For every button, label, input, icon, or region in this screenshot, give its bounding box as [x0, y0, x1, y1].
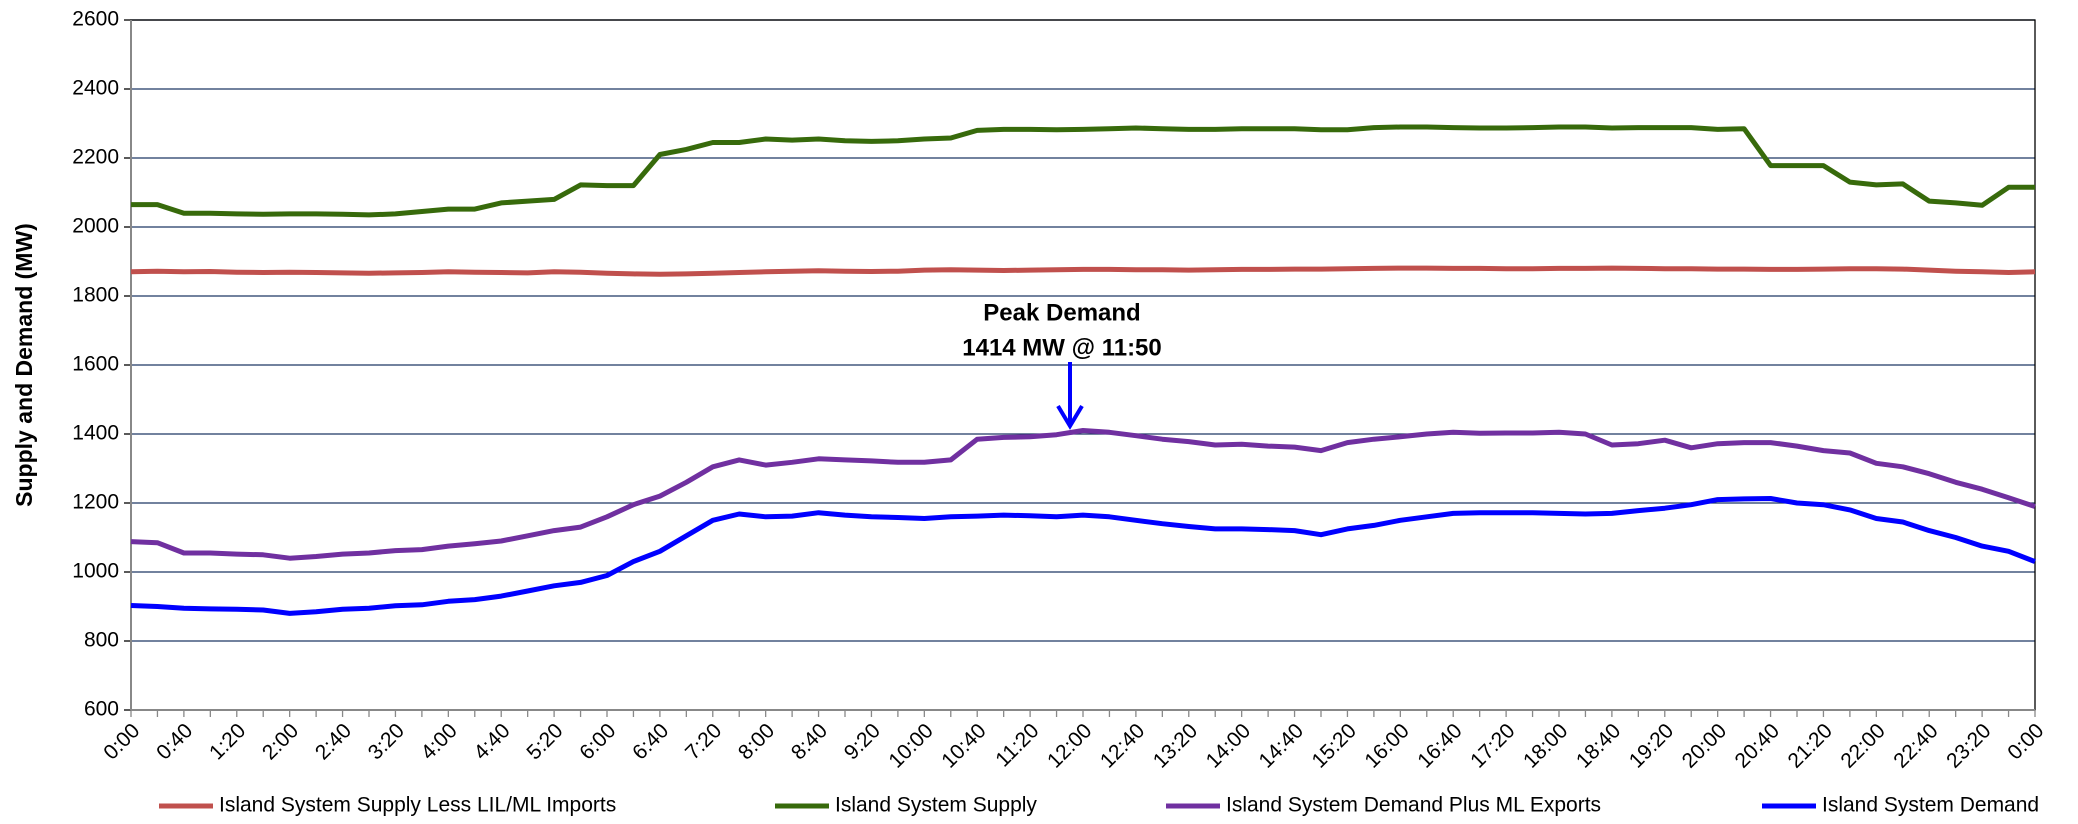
x-tick-label: 17:20 — [1466, 719, 1519, 772]
x-tick-label: 6:40 — [628, 719, 673, 764]
x-tick-label: 0:00 — [2003, 719, 2048, 764]
x-tick-label: 18:00 — [1519, 719, 1572, 772]
x-tick-label: 12:40 — [1096, 719, 1149, 772]
x-tick-label: 3:20 — [364, 719, 409, 764]
x-tick-label: 12:00 — [1043, 719, 1096, 772]
y-tick-label: 1200 — [72, 491, 119, 514]
x-tick-label: 16:40 — [1413, 719, 1466, 772]
x-tick-label: 20:00 — [1678, 719, 1731, 772]
x-tick-label: 8:00 — [734, 719, 779, 764]
legend-item: Island System Supply — [775, 794, 1037, 817]
y-tick-label: 1400 — [72, 422, 119, 445]
legend-label: Island System Demand — [1822, 794, 2039, 817]
legend-label: Island System Supply Less LIL/ML Imports — [219, 794, 616, 817]
x-tick-label: 2:00 — [258, 719, 303, 764]
x-tick-label: 6:00 — [575, 719, 620, 764]
x-tick-label: 11:20 — [991, 719, 1043, 771]
annotation: Peak Demand — [983, 299, 1140, 326]
x-tick-label: 7:20 — [681, 719, 726, 764]
x-tick-label: 0:00 — [99, 719, 144, 764]
x-tick-label: 15:20 — [1307, 719, 1360, 772]
data-line — [131, 124, 2035, 218]
x-tick-label: 10:40 — [937, 719, 990, 772]
x-tick-label: 21:20 — [1783, 719, 1836, 772]
x-tick-label: 5:20 — [522, 719, 567, 764]
x-tick-label: 8:40 — [787, 719, 832, 764]
legend-item: Island System Supply Less LIL/ML Imports — [159, 794, 616, 817]
x-tick-label: 4:40 — [470, 719, 515, 764]
x-tick-label: 9:20 — [840, 719, 885, 764]
annotation-arrowhead — [1056, 404, 1084, 430]
legend-item: Island System Demand Plus ML Exports — [1166, 794, 1601, 817]
y-axis-label: Supply and Demand (MW) — [11, 223, 37, 507]
x-tick-label: 22:00 — [1836, 719, 1889, 772]
y-tick-label: 1000 — [72, 560, 119, 583]
y-tick-label: 1800 — [72, 284, 119, 307]
x-tick-label: 16:00 — [1360, 719, 1413, 772]
x-tick-label: 19:20 — [1625, 719, 1678, 772]
data-line — [130, 265, 2036, 277]
x-tick-label: 20:40 — [1731, 719, 1784, 772]
x-tick-label: 10:00 — [884, 719, 937, 772]
x-tick-label: 23:20 — [1942, 719, 1995, 772]
x-tick-label: 14:00 — [1202, 719, 1255, 772]
y-tick-label: 2200 — [72, 146, 119, 169]
x-tick-label: 0:40 — [152, 719, 197, 764]
y-tick-label: 1600 — [72, 353, 119, 376]
y-tick-label: 2600 — [72, 8, 119, 31]
legend-item: Island System Demand — [1762, 794, 2039, 817]
y-tick-label: 2400 — [72, 77, 119, 100]
x-tick-label: 13:20 — [1149, 719, 1202, 772]
x-tick-label: 1:20 — [205, 719, 250, 764]
data-line — [130, 496, 2036, 616]
legend-label: Island System Supply — [835, 794, 1037, 817]
x-tick-label: 14:40 — [1255, 719, 1308, 772]
data-line — [130, 428, 2036, 561]
x-tick-label: 2:40 — [311, 719, 356, 764]
x-tick-label: 18:40 — [1572, 719, 1625, 772]
y-tick-label: 2000 — [72, 215, 119, 238]
x-tick-label: 22:40 — [1889, 719, 1942, 772]
y-tick-label: 800 — [84, 629, 119, 652]
annotation: 1414 MW @ 11:50 — [962, 334, 1162, 361]
y-tick-label: 600 — [84, 698, 119, 721]
legend-label: Island System Demand Plus ML Exports — [1226, 794, 1601, 817]
x-tick-label: 4:00 — [417, 719, 462, 764]
